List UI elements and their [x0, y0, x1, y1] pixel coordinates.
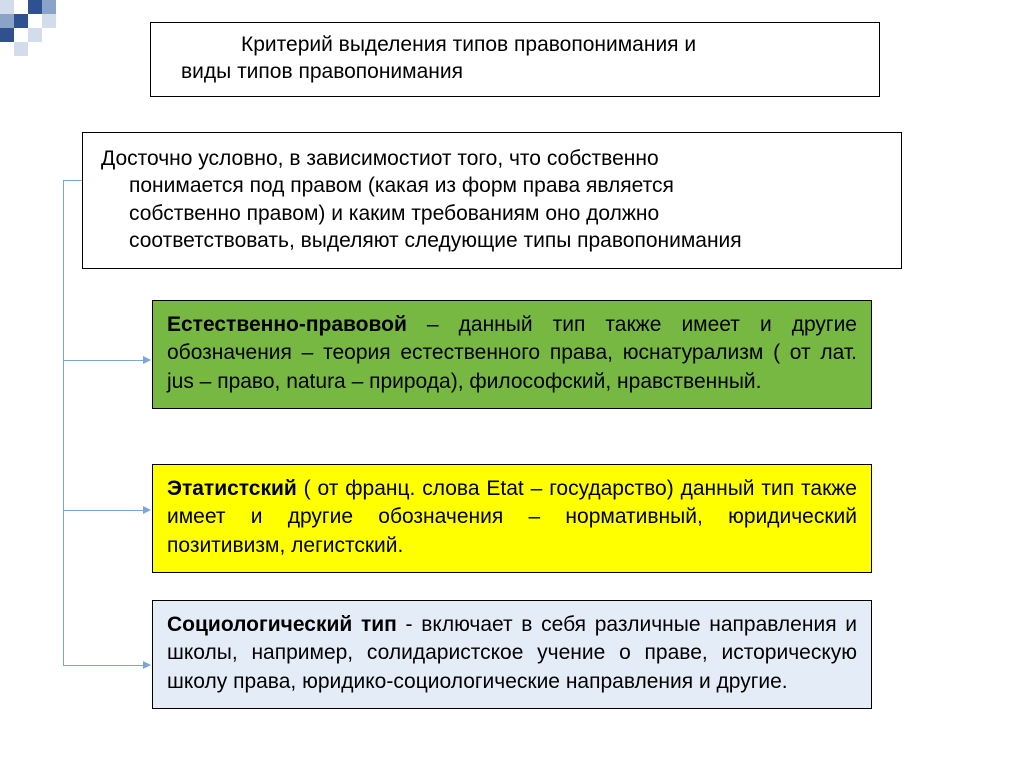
arrow-green: [143, 356, 151, 364]
box-natural-law: Естественно-правовой – данный тип также …: [152, 300, 872, 409]
box-etatist: Этатистский ( от франц. слова Etat – гос…: [152, 464, 872, 573]
box-sociological: Социологический тип - включает в себя ра…: [152, 600, 872, 709]
arrow-blue: [143, 661, 151, 669]
connector-to-intro: [63, 180, 82, 181]
title-line2: виды типов правопонимания: [181, 58, 861, 85]
connector-to-blue: [63, 665, 143, 666]
blue-title: Социологический тип: [167, 613, 397, 636]
corner-decoration: [0, 0, 130, 70]
connector-to-yellow: [63, 510, 143, 511]
title-line1: Критерий выделения типов правопонимания …: [181, 31, 861, 58]
intro-line1: Досточно условно, в зависимостиот того, …: [101, 145, 883, 172]
arrow-yellow: [143, 506, 151, 514]
intro-line4: соответствовать, выделяют следующие типы…: [101, 227, 883, 254]
intro-line2: понимается под правом (какая из форм пра…: [101, 172, 883, 199]
title-box: Критерий выделения типов правопонимания …: [150, 22, 880, 97]
intro-line3: собственно правом) и каким требованиям о…: [101, 200, 883, 227]
yellow-title: Этатистский: [167, 477, 297, 500]
connector-to-green: [63, 360, 143, 361]
connector-vertical: [63, 180, 64, 665]
green-title: Естественно-правовой: [167, 313, 407, 336]
intro-box: Досточно условно, в зависимостиот того, …: [82, 132, 902, 269]
